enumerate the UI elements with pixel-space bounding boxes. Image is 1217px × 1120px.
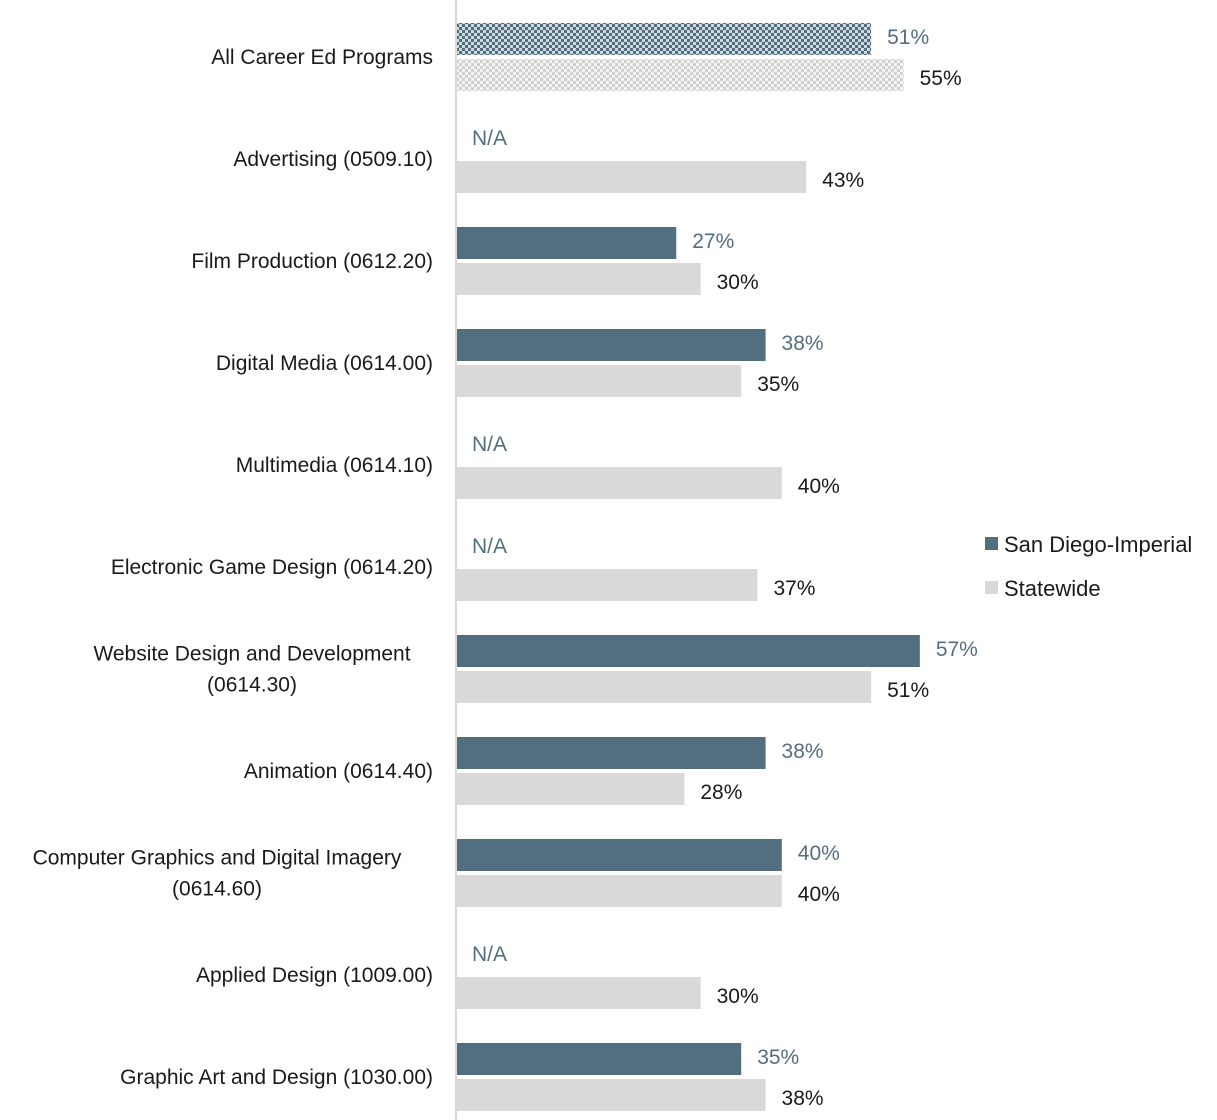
bar-san-diego-imperial [457,227,677,259]
bar-statewide [457,365,742,397]
legend-swatch [985,537,998,550]
na-label: N/A [472,535,507,558]
category-label: Website Design and Development (0614.30) [93,643,410,697]
category-label: Electronic Game Design (0614.20) [111,556,433,579]
data-label: 30% [717,271,759,294]
bar-statewide [457,1079,766,1111]
data-label: 28% [700,781,742,804]
data-label: 43% [822,169,864,192]
data-label: 38% [782,1087,824,1110]
bar-san-diego-imperial [457,635,920,667]
category-label: Advertising (0509.10) [233,148,433,171]
bar-statewide [457,59,904,91]
na-label: N/A [472,127,507,150]
data-label: 51% [887,26,929,49]
category-label: Animation (0614.40) [244,760,433,783]
category-label: Film Production (0612.20) [191,250,433,273]
category-label: All Career Ed Programs [211,46,433,69]
bar-statewide [457,467,782,499]
data-label: 57% [936,638,978,661]
bars-layer [457,23,920,1111]
bar-statewide [457,569,758,601]
data-label: 38% [782,740,824,763]
bar-san-diego-imperial [457,23,872,55]
category-label: Applied Design (1009.00) [196,964,433,987]
legend-label: Statewide [1004,576,1101,601]
bar-statewide [457,875,782,907]
legend: San Diego-Imperial Statewide [985,532,1192,601]
legend-swatch [985,581,998,594]
na-label: N/A [472,433,507,456]
data-label: 55% [920,67,962,90]
data-label: 40% [798,883,840,906]
category-label: Computer Graphics and Digital Imagery (06… [33,847,402,901]
data-label: 40% [798,842,840,865]
data-label: 38% [782,332,824,355]
bar-statewide [457,773,685,805]
labels-layer: All Career Ed Programs 51% 55% Advertising … [33,26,978,1110]
bar-san-diego-imperial [457,737,766,769]
bar-statewide [457,263,701,295]
bar-san-diego-imperial [457,839,782,871]
data-label: 35% [757,1046,799,1069]
bar-statewide [457,977,701,1009]
data-label: 27% [692,230,734,253]
data-label: 35% [757,373,799,396]
bar-san-diego-imperial [457,329,766,361]
data-label: 37% [773,577,815,600]
data-label: 40% [798,475,840,498]
data-label: 51% [887,679,929,702]
category-label: Multimedia (0614.10) [236,454,433,477]
na-label: N/A [472,943,507,966]
bar-statewide [457,161,807,193]
category-label: Digital Media (0614.00) [216,352,433,375]
data-label: 30% [717,985,759,1008]
legend-label: San Diego-Imperial [1004,532,1192,557]
bar-san-diego-imperial [457,1043,742,1075]
category-label: Graphic Art and Design (1030.00) [120,1066,433,1089]
bar-statewide [457,671,872,703]
